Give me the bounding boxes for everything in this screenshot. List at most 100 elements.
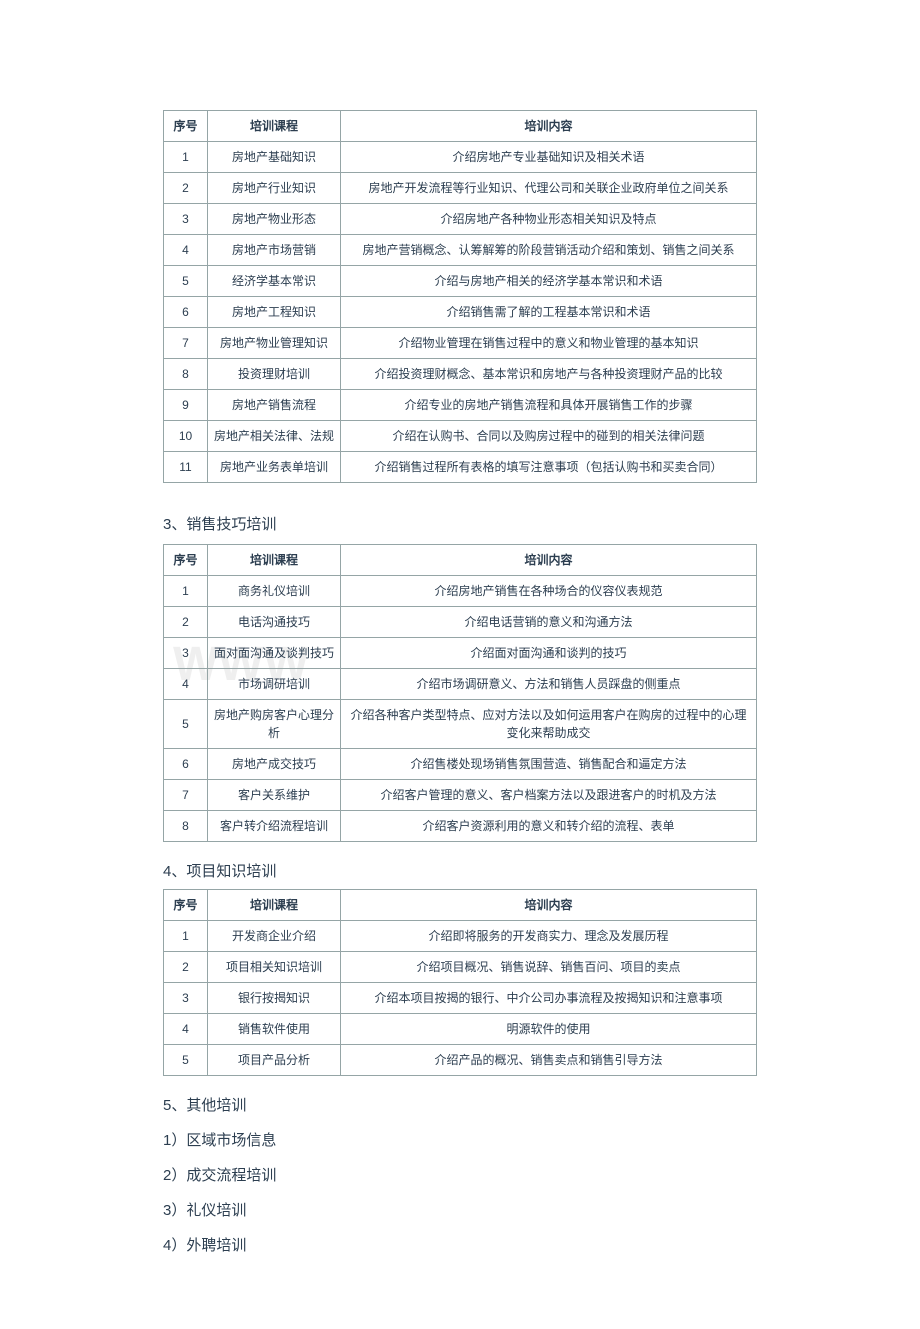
cell-course: 房地产相关法律、法规 — [208, 421, 341, 452]
cell-course: 房地产成交技巧 — [208, 749, 341, 780]
cell-index: 7 — [164, 780, 208, 811]
cell-content: 介绍客户管理的意义、客户档案方法以及跟进客户的时机及方法 — [341, 780, 757, 811]
table-row: 1商务礼仪培训介绍房地产销售在各种场合的仪容仪表规范 — [164, 576, 757, 607]
cell-course: 市场调研培训 — [208, 669, 341, 700]
table-row: 2房地产行业知识房地产开发流程等行业知识、代理公司和关联企业政府单位之间关系 — [164, 173, 757, 204]
table-header-row: 序号 培训课程 培训内容 — [164, 890, 757, 921]
cell-course: 客户关系维护 — [208, 780, 341, 811]
cell-course: 面对面沟通及谈判技巧 — [208, 638, 341, 669]
col-header-course: 培训课程 — [208, 111, 341, 142]
table-row: 7客户关系维护介绍客户管理的意义、客户档案方法以及跟进客户的时机及方法 — [164, 780, 757, 811]
training-table-3: 序号 培训课程 培训内容 1开发商企业介绍介绍即将服务的开发商实力、理念及发展历… — [163, 889, 757, 1076]
cell-index: 5 — [164, 1045, 208, 1076]
cell-course: 电话沟通技巧 — [208, 607, 341, 638]
cell-index: 8 — [164, 359, 208, 390]
cell-content: 介绍电话营销的意义和沟通方法 — [341, 607, 757, 638]
cell-index: 4 — [164, 669, 208, 700]
table-row: 3面对面沟通及谈判技巧介绍面对面沟通和谈判的技巧 — [164, 638, 757, 669]
cell-content: 介绍市场调研意义、方法和销售人员踩盘的侧重点 — [341, 669, 757, 700]
cell-course: 房地产物业形态 — [208, 204, 341, 235]
col-header-content: 培训内容 — [341, 890, 757, 921]
col-header-course: 培训课程 — [208, 545, 341, 576]
cell-index: 3 — [164, 983, 208, 1014]
cell-content: 介绍销售过程所有表格的填写注意事项（包括认购书和买卖合同） — [341, 452, 757, 483]
cell-course: 房地产销售流程 — [208, 390, 341, 421]
table-row: 1开发商企业介绍介绍即将服务的开发商实力、理念及发展历程 — [164, 921, 757, 952]
cell-content: 介绍面对面沟通和谈判的技巧 — [341, 638, 757, 669]
table-row: 6房地产成交技巧介绍售楼处现场销售氛围营造、销售配合和逼定方法 — [164, 749, 757, 780]
cell-course: 客户转介绍流程培训 — [208, 811, 341, 842]
table-row: 11房地产业务表单培训介绍销售过程所有表格的填写注意事项（包括认购书和买卖合同） — [164, 452, 757, 483]
cell-content: 房地产营销概念、认筹解筹的阶段营销活动介绍和策划、销售之间关系 — [341, 235, 757, 266]
cell-content: 明源软件的使用 — [341, 1014, 757, 1045]
cell-course: 项目相关知识培训 — [208, 952, 341, 983]
cell-content: 介绍房地产销售在各种场合的仪容仪表规范 — [341, 576, 757, 607]
cell-index: 6 — [164, 749, 208, 780]
cell-content: 介绍即将服务的开发商实力、理念及发展历程 — [341, 921, 757, 952]
list-item: 3）礼仪培训 — [163, 1199, 757, 1220]
cell-course: 银行按揭知识 — [208, 983, 341, 1014]
cell-course: 房地产业务表单培训 — [208, 452, 341, 483]
cell-content: 介绍物业管理在销售过程中的意义和物业管理的基本知识 — [341, 328, 757, 359]
list-item: 4）外聘培训 — [163, 1234, 757, 1255]
cell-index: 5 — [164, 700, 208, 749]
table-header-row: 序号 培训课程 培训内容 — [164, 545, 757, 576]
cell-course: 房地产物业管理知识 — [208, 328, 341, 359]
cell-index: 7 — [164, 328, 208, 359]
col-header-course: 培训课程 — [208, 890, 341, 921]
cell-index: 3 — [164, 204, 208, 235]
training-table-2: 序号 培训课程 培训内容 1商务礼仪培训介绍房地产销售在各种场合的仪容仪表规范2… — [163, 544, 757, 842]
section-3-title: 3、销售技巧培训 — [163, 513, 757, 534]
col-header-content: 培训内容 — [341, 111, 757, 142]
cell-index: 2 — [164, 952, 208, 983]
table-row: 10房地产相关法律、法规介绍在认购书、合同以及购房过程中的碰到的相关法律问题 — [164, 421, 757, 452]
cell-index: 1 — [164, 576, 208, 607]
cell-index: 10 — [164, 421, 208, 452]
cell-content: 介绍房地产各种物业形态相关知识及特点 — [341, 204, 757, 235]
col-header-index: 序号 — [164, 890, 208, 921]
cell-index: 8 — [164, 811, 208, 842]
table-row: 5房地产购房客户心理分析介绍各种客户类型特点、应对方法以及如何运用客户在购房的过… — [164, 700, 757, 749]
cell-index: 9 — [164, 390, 208, 421]
col-header-index: 序号 — [164, 545, 208, 576]
cell-course: 开发商企业介绍 — [208, 921, 341, 952]
cell-index: 6 — [164, 297, 208, 328]
table-row: 4销售软件使用明源软件的使用 — [164, 1014, 757, 1045]
cell-content: 介绍本项目按揭的银行、中介公司办事流程及按揭知识和注意事项 — [341, 983, 757, 1014]
cell-index: 11 — [164, 452, 208, 483]
table-row: 8客户转介绍流程培训介绍客户资源利用的意义和转介绍的流程、表单 — [164, 811, 757, 842]
cell-index: 4 — [164, 235, 208, 266]
cell-index: 2 — [164, 173, 208, 204]
table-row: 2项目相关知识培训介绍项目概况、销售说辞、销售百问、项目的卖点 — [164, 952, 757, 983]
col-header-index: 序号 — [164, 111, 208, 142]
cell-content: 介绍在认购书、合同以及购房过程中的碰到的相关法律问题 — [341, 421, 757, 452]
cell-index: 4 — [164, 1014, 208, 1045]
cell-content: 介绍与房地产相关的经济学基本常识和术语 — [341, 266, 757, 297]
cell-content: 介绍各种客户类型特点、应对方法以及如何运用客户在购房的过程中的心理变化来帮助成交 — [341, 700, 757, 749]
section-4-title: 4、项目知识培训 — [163, 860, 757, 881]
cell-content: 介绍售楼处现场销售氛围营造、销售配合和逼定方法 — [341, 749, 757, 780]
table-row: 9房地产销售流程介绍专业的房地产销售流程和具体开展销售工作的步骤 — [164, 390, 757, 421]
table-row: 4市场调研培训介绍市场调研意义、方法和销售人员踩盘的侧重点 — [164, 669, 757, 700]
table-row: 2电话沟通技巧介绍电话营销的意义和沟通方法 — [164, 607, 757, 638]
table-row: 3银行按揭知识介绍本项目按揭的银行、中介公司办事流程及按揭知识和注意事项 — [164, 983, 757, 1014]
table-row: 5项目产品分析介绍产品的概况、销售卖点和销售引导方法 — [164, 1045, 757, 1076]
cell-content: 房地产开发流程等行业知识、代理公司和关联企业政府单位之间关系 — [341, 173, 757, 204]
cell-course: 房地产基础知识 — [208, 142, 341, 173]
table-row: 5经济学基本常识介绍与房地产相关的经济学基本常识和术语 — [164, 266, 757, 297]
cell-course: 房地产工程知识 — [208, 297, 341, 328]
cell-content: 介绍房地产专业基础知识及相关术语 — [341, 142, 757, 173]
cell-course: 经济学基本常识 — [208, 266, 341, 297]
cell-index: 1 — [164, 142, 208, 173]
cell-index: 1 — [164, 921, 208, 952]
cell-course: 房地产购房客户心理分析 — [208, 700, 341, 749]
table-row: 8投资理财培训介绍投资理财概念、基本常识和房地产与各种投资理财产品的比较 — [164, 359, 757, 390]
cell-content: 介绍专业的房地产销售流程和具体开展销售工作的步骤 — [341, 390, 757, 421]
table-row: 6房地产工程知识介绍销售需了解的工程基本常识和术语 — [164, 297, 757, 328]
cell-content: 介绍销售需了解的工程基本常识和术语 — [341, 297, 757, 328]
cell-index: 3 — [164, 638, 208, 669]
section-5-title: 5、其他培训 — [163, 1094, 757, 1115]
list-item: 2）成交流程培训 — [163, 1164, 757, 1185]
table-row: 7房地产物业管理知识介绍物业管理在销售过程中的意义和物业管理的基本知识 — [164, 328, 757, 359]
cell-course: 房地产行业知识 — [208, 173, 341, 204]
